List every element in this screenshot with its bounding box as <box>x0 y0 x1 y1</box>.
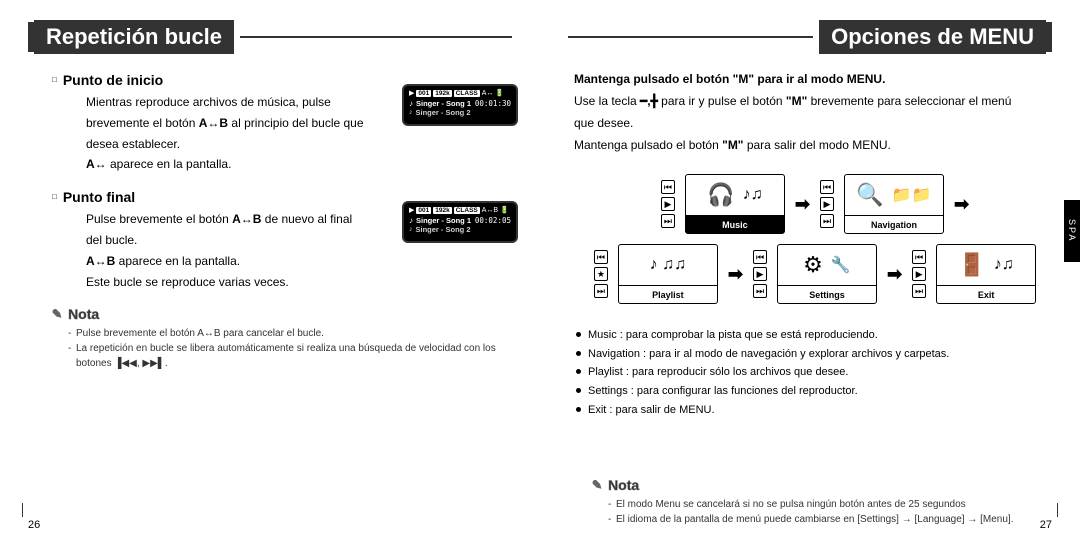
page-title-right: Opciones de MENU <box>819 20 1046 54</box>
title-edge <box>1046 22 1052 52</box>
tile-label: Exit <box>937 285 1035 303</box>
notes-icon: ♪♫ <box>743 186 763 204</box>
gear-icon: ⚙ <box>803 252 823 278</box>
lcd-screenshot-2: ▶001192kCLASSA↔B🔋 ♪Singer - Song 100:02:… <box>402 201 518 243</box>
nota-heading-left: ✎Nota <box>52 306 512 322</box>
tile-label: Settings <box>778 285 876 303</box>
nota-item: El modo Menu se cancelará si no se pulsa… <box>608 497 1052 512</box>
tile-exit[interactable]: 🚪 ♪♫ Exit <box>936 244 1036 304</box>
tile-navigation[interactable]: 🔍 📁📁 Navigation <box>844 174 944 234</box>
instruction-bold: Mantenga pulsado el botón "M" para ir al… <box>574 72 1052 86</box>
tile-settings[interactable]: ⚙ 🔧 Settings <box>777 244 877 304</box>
desc-line1: Use la tecla ━,╋ para ir y pulse el botó… <box>574 92 1052 110</box>
page-rule <box>22 503 23 517</box>
nota-item: Pulse brevemente el botón A↔B para cance… <box>68 326 512 341</box>
feature-item: Navigation : para ir al modo de navegaci… <box>574 345 1052 364</box>
spa-side-tab: SPA <box>1064 200 1080 262</box>
arrow-icon: ➡ <box>887 264 902 285</box>
page-number-left: 26 <box>28 519 40 531</box>
sec1-line4: A↔ aparece en la pantalla. <box>86 156 512 173</box>
tile-label: Music <box>686 215 784 233</box>
sec1-line3: desea establecer. <box>86 136 512 153</box>
tile-music[interactable]: 🎧 ♪♫ Music <box>685 174 785 234</box>
nota-heading-right: ✎Nota <box>592 477 1052 493</box>
ctrl-buttons: ⏮▶⏭ <box>912 250 926 298</box>
folder-icon: 📁📁 <box>892 185 932 205</box>
ctrl-buttons: ⏮▶⏭ <box>661 180 675 228</box>
lcd-screenshot-1: ▶001192kCLASSA↔🔋 ♪Singer - Song 100:01:3… <box>402 84 518 126</box>
title-rule <box>240 36 512 38</box>
nota-item: La repetición en bucle se libera automát… <box>68 341 512 371</box>
arrow-icon: ➡ <box>728 264 743 285</box>
tool-icon: 🔧 <box>831 255 851 275</box>
feature-item: Settings : para configurar las funciones… <box>574 382 1052 401</box>
ctrl-buttons: ⏮★⏭ <box>594 250 608 298</box>
page-rule <box>1057 503 1058 517</box>
sec2-line2: A↔B aparece en la pantalla. <box>86 253 512 270</box>
desc-line1b: que desee. <box>574 114 1052 132</box>
arrow-icon: ➡ <box>795 194 810 215</box>
tile-label: Playlist <box>619 285 717 303</box>
tile-playlist[interactable]: ♪ ♫♫ Playlist <box>618 244 718 304</box>
ctrl-buttons: ⏮▶⏭ <box>753 250 767 298</box>
magnify-icon: 🔍 <box>856 182 883 208</box>
headphone-icon: 🎧 <box>707 182 734 208</box>
ctrl-buttons: ⏮▶⏭ <box>820 180 834 228</box>
door-icon: 🚪 <box>958 252 985 278</box>
feature-item: Music : para comprobar la pista que se e… <box>574 326 1052 345</box>
menu-tiles-grid: ⏮▶⏭ 🎧 ♪♫ Music ➡ ⏮▶⏭ 🔍 📁📁 Navigation ➡ ⏮★⏭… <box>568 166 1052 322</box>
desc-line2: Mantenga pulsado el botón "M" para salir… <box>574 136 1052 154</box>
sec2-line3: Este bucle se reproduce varias veces. <box>86 274 512 291</box>
page-title-left: Repetición bucle <box>34 20 234 54</box>
arrow-icon: ➡ <box>954 194 969 215</box>
nota-item: El idioma de la pantalla de menú puede c… <box>608 512 1052 527</box>
page-number-right: 27 <box>1040 519 1052 531</box>
feature-item: Playlist : para reproducir sólo los arch… <box>574 363 1052 382</box>
notes-icon: ♪♫ <box>994 256 1014 274</box>
feature-item: Exit : para salir de MENU. <box>574 401 1052 420</box>
title-rule <box>568 36 813 38</box>
notes-icon: ♪ ♫♫ <box>650 256 686 274</box>
tile-label: Navigation <box>845 215 943 233</box>
